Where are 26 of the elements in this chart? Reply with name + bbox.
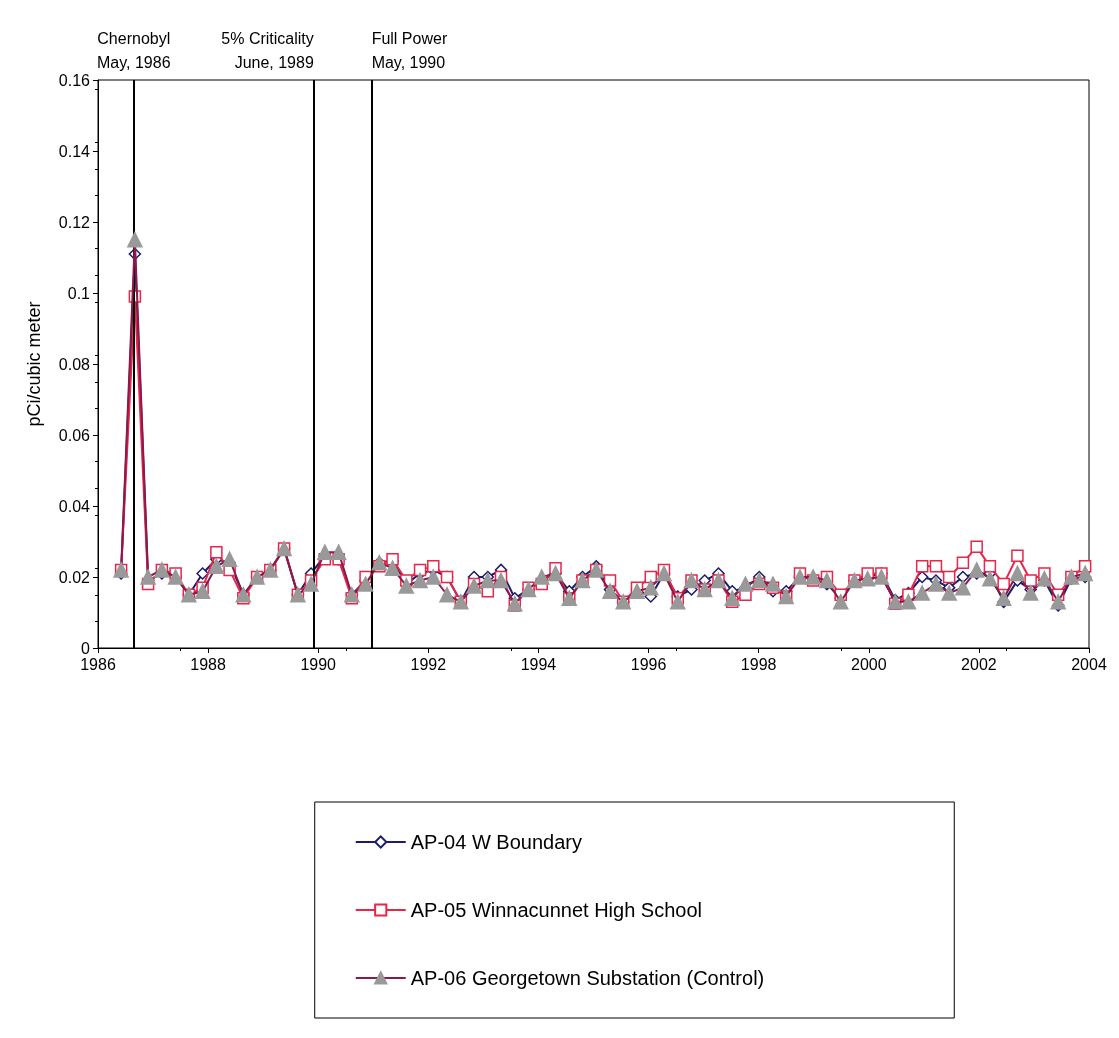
y-tick-label: 0.04 xyxy=(58,497,91,515)
y-tick-label: 0.16 xyxy=(58,71,91,89)
x-tick-label: 1990 xyxy=(300,655,337,673)
y-tick-label: 0.02 xyxy=(58,568,91,586)
x-tick-label: 2000 xyxy=(850,655,887,673)
x-tick-label: 2004 xyxy=(1071,655,1107,673)
legend-label: AP-04 W Boundary xyxy=(410,831,582,853)
ref-line-label: Full Power May, 1990 xyxy=(371,29,448,71)
x-tick-label: 1988 xyxy=(190,655,227,673)
ref-line-label: 5% Criticality June, 1989 xyxy=(221,29,314,71)
legend-label: AP-06 Georgetown Substation (Control) xyxy=(410,967,765,989)
x-tick-label: 1994 xyxy=(520,655,557,673)
y-tick-label: 0.1 xyxy=(67,284,91,302)
y-tick-label: 0 xyxy=(81,639,91,657)
y-tick-label: 0.14 xyxy=(58,142,91,160)
x-tick-label: 1998 xyxy=(740,655,777,673)
y-tick-label: 0.08 xyxy=(58,355,91,373)
ref-line-label: Chernobyl May, 1986 xyxy=(97,29,171,71)
y-tick-label: 0.06 xyxy=(58,426,91,444)
legend-label: AP-05 Winnacunnet High School xyxy=(410,899,703,921)
x-tick-label: 2002 xyxy=(961,655,997,673)
x-tick-label: 1986 xyxy=(80,655,116,673)
x-tick-label: 1992 xyxy=(410,655,447,673)
y-tick-label: 0.12 xyxy=(58,213,91,231)
y-axis-title: pCi/cubic meter xyxy=(24,301,44,427)
x-tick-label: 1996 xyxy=(630,655,667,673)
